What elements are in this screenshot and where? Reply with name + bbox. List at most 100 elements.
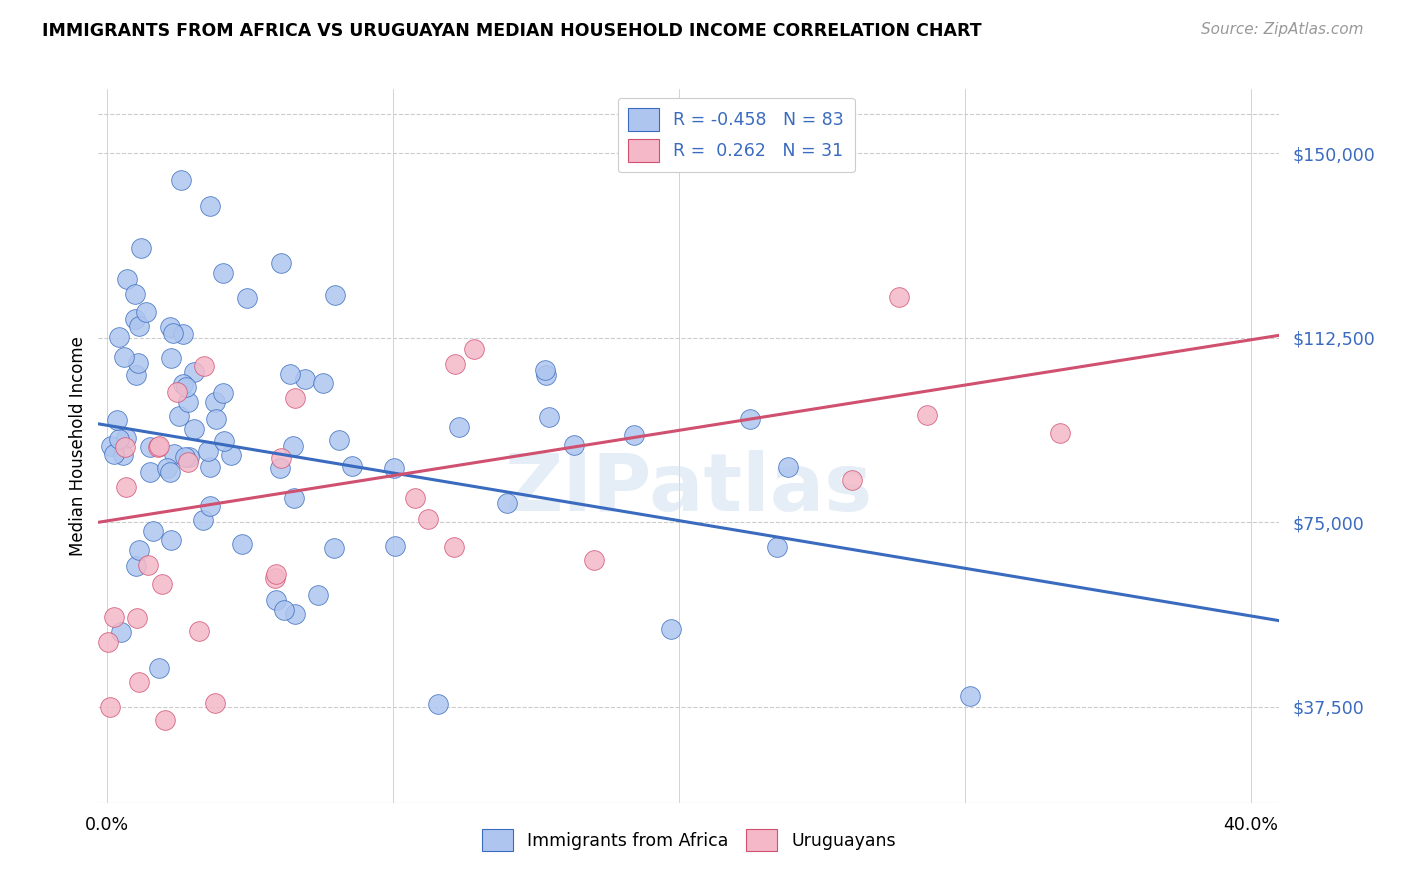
Point [111,448,134,462]
Point [264,593,287,607]
Point [1049,425,1071,440]
Point [159,320,181,334]
Y-axis label: Median Household Income: Median Household Income [69,336,87,556]
Point [312,376,335,390]
Point [264,566,287,581]
Point [128,543,150,558]
Point [128,674,150,689]
Point [131,241,153,255]
Point [283,439,305,453]
Point [172,377,194,392]
Legend: Immigrants from Africa, Uruguayans: Immigrants from Africa, Uruguayans [475,822,903,858]
Point [107,432,129,446]
Point [110,624,132,639]
Point [537,410,560,425]
Point [135,305,157,319]
Point [915,409,938,423]
Point [463,343,485,357]
Point [103,447,125,461]
Point [236,291,259,305]
Point [270,451,292,466]
Point [659,623,682,637]
Point [328,433,350,447]
Point [177,450,200,464]
Point [170,173,193,187]
Point [188,624,211,638]
Point [97,635,120,649]
Point [177,394,200,409]
Point [162,326,184,340]
Point [404,491,426,505]
Point [114,440,136,454]
Point [323,288,346,302]
Point [212,266,235,280]
Point [150,577,173,591]
Point [115,432,138,446]
Point [270,255,292,269]
Point [115,272,138,286]
Point [263,570,285,584]
Point [496,496,519,510]
Point [105,413,128,427]
Point [156,461,179,475]
Text: IMMIGRANTS FROM AFRICA VS URUGUAYAN MEDIAN HOUSEHOLD INCOME CORRELATION CHART: IMMIGRANTS FROM AFRICA VS URUGUAYAN MEDI… [42,22,981,40]
Point [124,286,146,301]
Point [148,661,170,675]
Point [193,359,215,373]
Point [416,512,439,526]
Point [212,386,235,401]
Point [284,391,307,405]
Point [183,365,205,379]
Point [167,409,190,423]
Point [447,419,470,434]
Point [534,368,557,383]
Point [142,524,165,538]
Point [100,699,122,714]
Point [138,558,160,573]
Point [197,443,219,458]
Point [125,368,148,383]
Point [382,460,405,475]
Point [174,450,197,464]
Point [212,434,235,449]
Point [128,319,150,334]
Point [340,458,363,473]
Point [127,611,149,625]
Point [176,455,198,469]
Point [198,499,221,513]
Point [426,697,449,711]
Point [103,609,125,624]
Point [443,540,465,554]
Point [534,363,557,377]
Point [139,466,162,480]
Point [284,607,307,622]
Text: Source: ZipAtlas.com: Source: ZipAtlas.com [1201,22,1364,37]
Point [159,465,181,479]
Point [444,357,467,371]
Point [323,541,346,555]
Point [294,372,316,386]
Point [231,537,253,551]
Point [889,290,911,304]
Point [160,351,183,365]
Point [127,356,149,370]
Point [139,440,162,454]
Point [269,461,291,475]
Point [776,459,799,474]
Point [307,588,329,602]
Point [562,438,585,452]
Point [125,559,148,574]
Point [112,350,135,364]
Point [172,326,194,341]
Point [273,602,295,616]
Point [100,440,122,454]
Point [148,438,170,452]
Point [959,689,981,703]
Point [841,474,863,488]
Point [198,460,221,475]
Point [278,367,301,381]
Point [219,449,242,463]
Point [384,539,406,553]
Point [623,428,645,442]
Point [148,440,170,454]
